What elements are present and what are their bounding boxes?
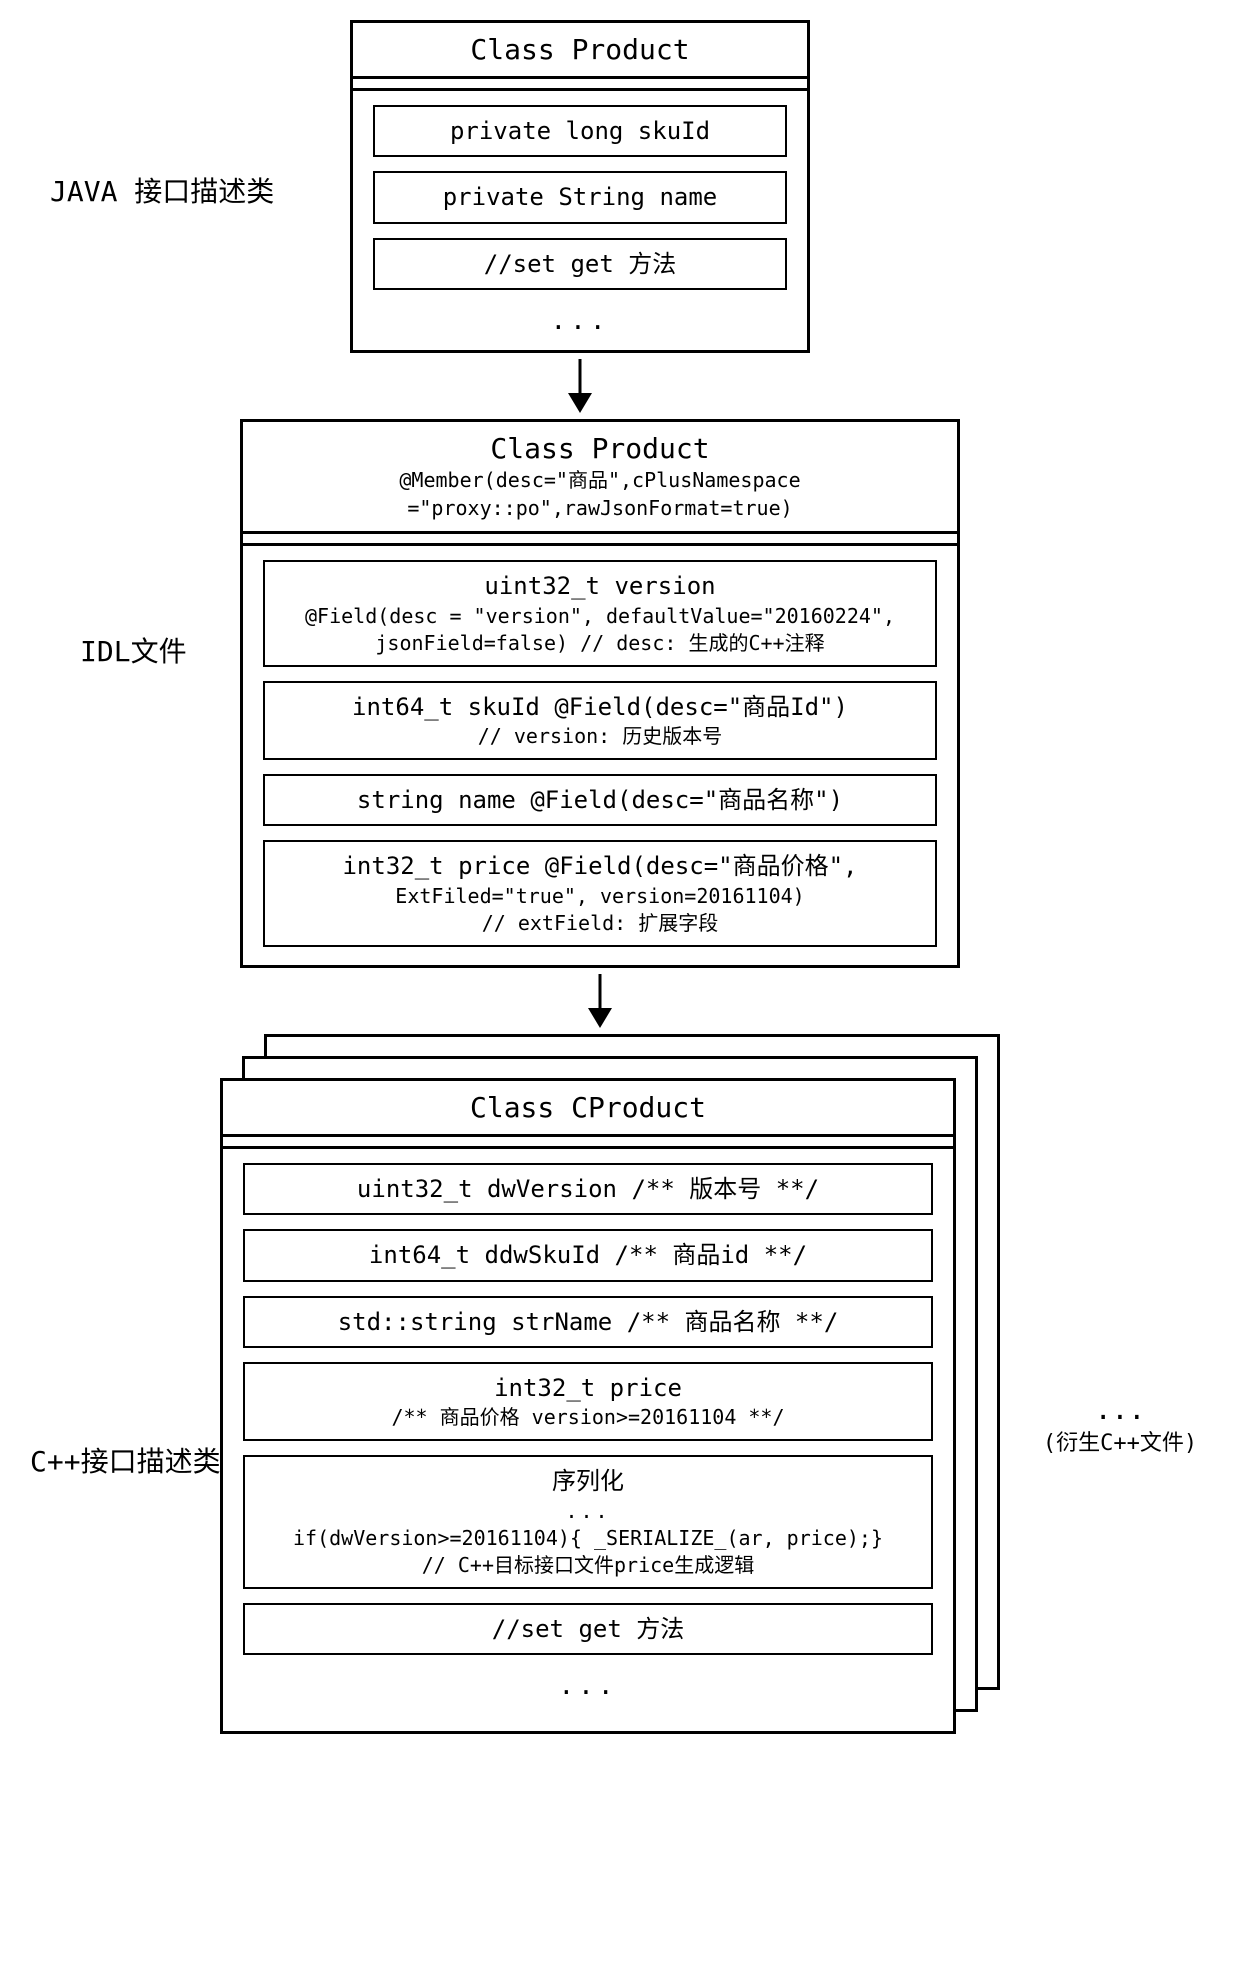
- idl-class-title: Class Product @Member(desc="商品",cPlusNam…: [243, 422, 957, 534]
- cpp-member: int64_t ddwSkuId /** 商品id **/: [243, 1229, 933, 1281]
- cpp-class-title: Class CProduct: [223, 1081, 953, 1137]
- member-text: int32_t price: [494, 1374, 682, 1402]
- member-text: uint32_t dwVersion /** 版本号 **/: [357, 1175, 819, 1203]
- arrow-java-to-idl: [350, 359, 810, 413]
- idl-title-sub: ="proxy::po",rawJsonFormat=true): [251, 495, 949, 521]
- member-sub: @Field(desc = "version", defaultValue="2…: [275, 603, 925, 630]
- cpp-member: int32_t price /** 商品价格 version>=20161104…: [243, 1362, 933, 1441]
- idl-member: string name @Field(desc="商品名称"): [263, 774, 937, 826]
- cpp-member: uint32_t dwVersion /** 版本号 **/: [243, 1163, 933, 1215]
- derived-dots: ...: [1020, 1390, 1220, 1429]
- member-sub: if(dwVersion>=20161104){ _SERIALIZE_(ar,…: [255, 1525, 921, 1552]
- label-java: JAVA 接口描述类: [50, 170, 274, 210]
- member-sub: // C++目标接口文件price生成逻辑: [255, 1552, 921, 1579]
- member-mid: ...: [255, 1498, 921, 1525]
- derived-sub: (衍生C++文件): [1020, 1429, 1220, 1460]
- java-class-title: Class Product: [353, 23, 807, 79]
- idl-member: uint32_t version @Field(desc = "version"…: [263, 560, 937, 666]
- member-text: //set get 方法: [484, 250, 677, 278]
- ellipsis: ...: [243, 1669, 933, 1711]
- member-text: private long skuId: [450, 117, 710, 145]
- java-member: //set get 方法: [373, 238, 787, 290]
- member-sub: jsonField=false) // desc: 生成的C++注释: [275, 630, 925, 657]
- member-text: //set get 方法: [492, 1615, 685, 1643]
- idl-title-main: Class Product: [490, 432, 709, 465]
- member-text: std::string strName /** 商品名称 **/: [338, 1308, 839, 1336]
- member-sub: // extField: 扩展字段: [275, 910, 925, 937]
- label-cpp: C++接口描述类: [30, 1440, 221, 1480]
- cpp-member: 序列化 ... if(dwVersion>=20161104){ _SERIAL…: [243, 1455, 933, 1588]
- ellipsis: ...: [373, 304, 787, 346]
- member-text: uint32_t version: [484, 572, 715, 600]
- member-text: int32_t price @Field(desc="商品价格",: [342, 852, 857, 880]
- cpp-member: std::string strName /** 商品名称 **/: [243, 1296, 933, 1348]
- uml-divider: [353, 79, 807, 91]
- uml-divider: [223, 1137, 953, 1149]
- member-sub: // version: 历史版本号: [275, 723, 925, 750]
- java-member: private long skuId: [373, 105, 787, 157]
- diagram-root: JAVA 接口描述类 Class Product private long sk…: [20, 20, 1220, 1734]
- member-text: string name @Field(desc="商品名称"): [357, 786, 843, 814]
- member-text: private String name: [443, 183, 718, 211]
- cpp-member: //set get 方法: [243, 1603, 933, 1655]
- uml-divider: [243, 534, 957, 546]
- member-text: int64_t ddwSkuId /** 商品id **/: [369, 1241, 807, 1269]
- idl-title-sub: @Member(desc="商品",cPlusNamespace: [251, 467, 949, 493]
- idl-class-body: uint32_t version @Field(desc = "version"…: [243, 546, 957, 965]
- cpp-class-body: uint32_t dwVersion /** 版本号 **/ int64_t d…: [223, 1149, 953, 1715]
- cpp-stack: Class CProduct uint32_t dwVersion /** 版本…: [220, 1034, 1000, 1734]
- idl-member: int64_t skuId @Field(desc="商品Id") // ver…: [263, 681, 937, 760]
- arrow-idl-to-cpp: [240, 974, 960, 1028]
- java-member: private String name: [373, 171, 787, 223]
- label-idl: IDL文件: [80, 630, 187, 670]
- cpp-stack-layer-front: Class CProduct uint32_t dwVersion /** 版本…: [220, 1078, 956, 1734]
- member-text: 序列化: [552, 1467, 624, 1495]
- member-sub: /** 商品价格 version>=20161104 **/: [255, 1404, 921, 1431]
- member-sub: ExtFiled="true", version=20161104): [275, 883, 925, 910]
- idl-class-box: Class Product @Member(desc="商品",cPlusNam…: [240, 419, 960, 968]
- member-text: int64_t skuId @Field(desc="商品Id"): [352, 693, 848, 721]
- label-derived: ... (衍生C++文件): [1020, 1390, 1220, 1460]
- java-class-body: private long skuId private String name /…: [353, 91, 807, 350]
- idl-member: int32_t price @Field(desc="商品价格", ExtFil…: [263, 840, 937, 946]
- java-class-box: Class Product private long skuId private…: [350, 20, 810, 353]
